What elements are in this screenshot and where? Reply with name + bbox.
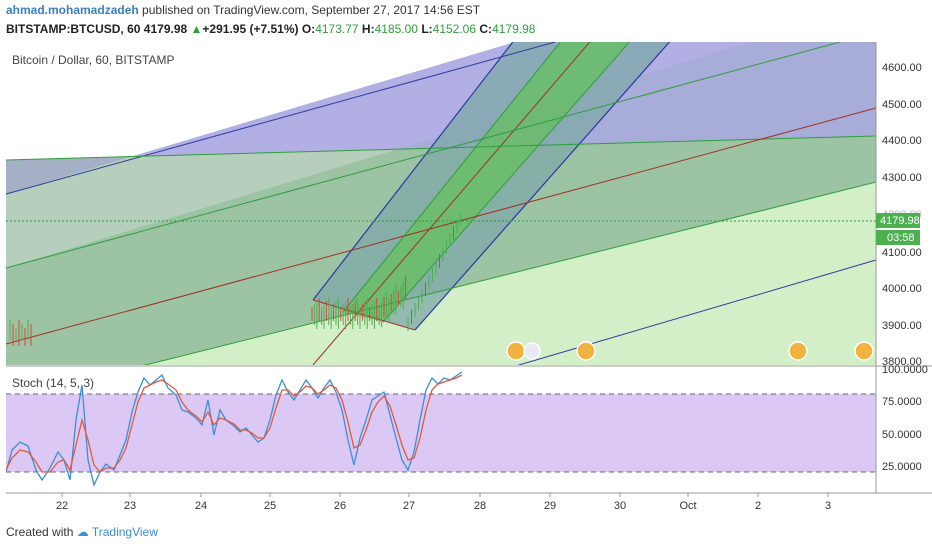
trend-line-blue-bottom xyxy=(517,259,876,365)
pf-median xyxy=(312,42,591,365)
time-tick-label: 2 xyxy=(755,500,761,512)
pitchfork-inner xyxy=(343,42,630,322)
trend-line-green-upper xyxy=(6,42,841,269)
time-tick-label: 23 xyxy=(124,500,136,512)
time-tick-label: 25 xyxy=(264,500,276,512)
trend-line-green-lower xyxy=(143,181,876,365)
pf-left-tine xyxy=(312,42,514,301)
pf-right-tine xyxy=(414,42,671,331)
time-tick-label: 24 xyxy=(195,500,207,512)
price-axis[interactable]: 4600.00 4500.00 4400.00 4300.00 4100.00 4000.… xyxy=(882,62,922,368)
tradingview-logo-icon: ☁ xyxy=(76,525,89,539)
time-tick-label: 22 xyxy=(56,500,68,512)
price-tick-label: 4600.00 xyxy=(882,62,922,74)
price-tick-label: 3900.00 xyxy=(882,320,922,332)
last-price: 4179.98 xyxy=(143,22,188,36)
symbol-label: BITSTAMP:BTCUSD, 60 xyxy=(6,22,141,36)
published-text: published on TradingView.com, September … xyxy=(142,3,481,17)
time-tick-label: 26 xyxy=(334,500,346,512)
ohlc-header: BITSTAMP:BTCUSD, 60 4179.98 ▲+291.95 (+7… xyxy=(6,22,535,36)
tradingview-link[interactable]: TradingView xyxy=(91,525,158,539)
stoch-d-line xyxy=(6,374,463,473)
time-tick-label: 3 xyxy=(825,500,831,512)
trend-line-red xyxy=(6,107,876,345)
open-label: O: xyxy=(301,22,316,36)
us-flag-icon[interactable] xyxy=(523,342,541,360)
price-tick-label: 4000.00 xyxy=(882,283,922,295)
author-link[interactable]: ahmad.mohamadzadeh xyxy=(6,3,139,17)
indicator-tick-label: 25.0000 xyxy=(882,461,922,473)
change-value: +291.95 (+7.51%) xyxy=(202,22,299,36)
footer: Created with ☁ TradingView xyxy=(6,525,158,539)
event-flags[interactable] xyxy=(506,341,874,361)
created-with-text: Created with xyxy=(6,525,74,539)
candles xyxy=(9,212,461,346)
trend-line-green-flat xyxy=(6,135,876,161)
low-value: 4152.06 xyxy=(432,22,477,36)
pitchfork-drawing[interactable] xyxy=(6,40,876,400)
indicator-title: Stoch (14, 5, 3) xyxy=(12,376,94,390)
time-tick-label: 27 xyxy=(403,500,415,512)
price-tag-box xyxy=(876,213,920,228)
low-label: L: xyxy=(421,22,433,36)
main-pane-title: Bitcoin / Dollar, 60, BITSTAMP xyxy=(12,53,175,67)
us-flag-icon[interactable] xyxy=(854,341,874,361)
indicator-tick-label: 50.0000 xyxy=(882,429,922,441)
countdown-box xyxy=(876,230,920,245)
publish-info: ahmad.mohamadzadeh published on TradingV… xyxy=(6,3,480,17)
trend-line-blue-top xyxy=(6,42,556,195)
price-tick-label: 4100.00 xyxy=(882,247,922,259)
open-value: 4173.77 xyxy=(315,22,359,36)
price-tick-label: 4300.00 xyxy=(882,172,922,184)
time-tick-label: 28 xyxy=(474,500,486,512)
high-label: H: xyxy=(361,22,375,36)
trading-chart[interactable]: Bitcoin / Dollar, 60, BITSTAMP Stoch (14… xyxy=(0,40,932,522)
close-value: 4179.98 xyxy=(492,22,536,36)
us-flag-icon[interactable] xyxy=(788,341,808,361)
triangle-up-icon: ▲ xyxy=(190,22,203,36)
time-tick-label: 29 xyxy=(544,500,556,512)
pf-inner-right xyxy=(382,42,631,323)
price-tick-label: 4500.00 xyxy=(882,99,922,111)
time-tick-label: Oct xyxy=(679,500,696,512)
stoch-band xyxy=(6,394,876,472)
price-tag: 4179.98 xyxy=(880,215,920,227)
indicator-tick-label: 100.0000 xyxy=(882,364,928,376)
us-flag-icon[interactable] xyxy=(576,341,596,361)
time-tick-label: 30 xyxy=(614,500,626,512)
indicator-tick-label: 75.0000 xyxy=(882,396,922,408)
price-tick-label: 3800.00 xyxy=(882,356,922,368)
close-label: C: xyxy=(479,22,493,36)
purple-band xyxy=(6,42,876,194)
high-value: 4185.00 xyxy=(374,22,418,36)
indicator-axis[interactable]: 100.0000 75.0000 50.0000 25.0000 xyxy=(882,364,928,473)
countdown: 03:58 xyxy=(887,232,915,244)
us-flag-icon[interactable] xyxy=(506,341,526,361)
price-tick-label: 4400.00 xyxy=(882,135,922,147)
pf-handle xyxy=(312,299,416,331)
pf-inner-left xyxy=(342,42,561,313)
time-axis[interactable]: 22 23 24 25 26 27 28 29 30 Oct 2 3 xyxy=(56,493,831,512)
